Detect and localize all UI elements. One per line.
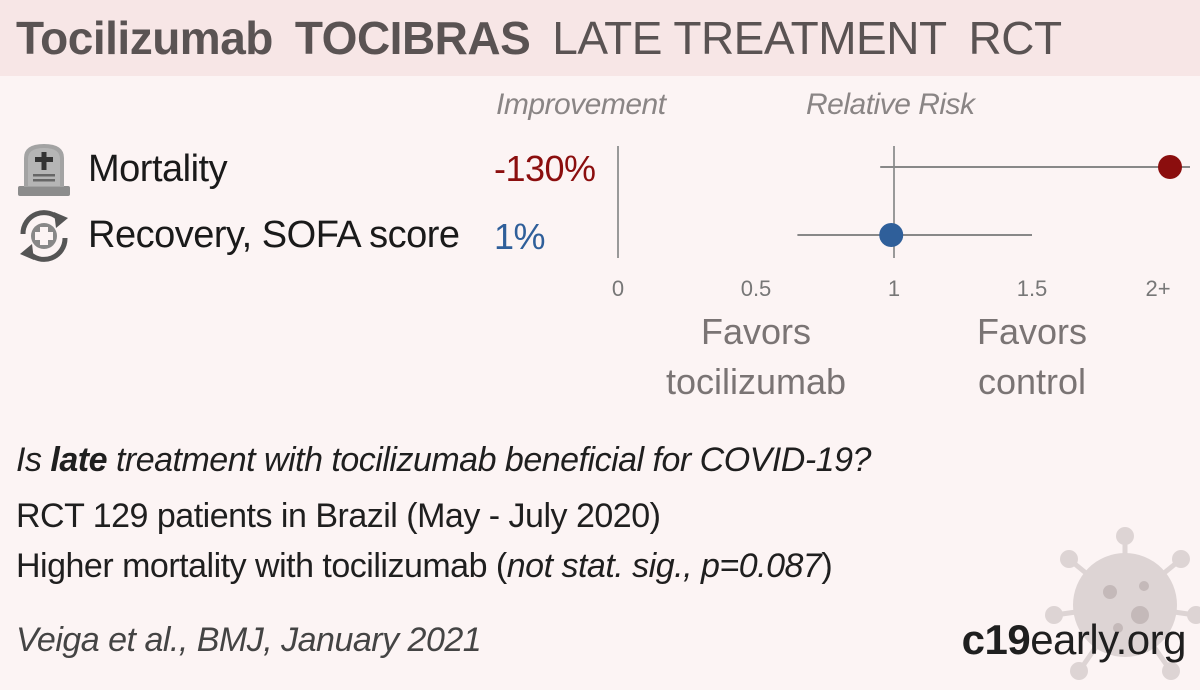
x-tick-label: 0.5 bbox=[741, 276, 772, 301]
summary-result-pre: Higher mortality with tocilizumab ( bbox=[16, 547, 507, 585]
summary-result: Higher mortality with tocilizumab (not s… bbox=[16, 544, 833, 588]
outcome-label-mortality: Mortality bbox=[88, 148, 228, 190]
drug-name: Tocilizumab bbox=[16, 12, 273, 64]
favors-control-label: Favors control bbox=[977, 311, 1087, 402]
x-tick-label: 1.5 bbox=[1017, 276, 1048, 301]
summary-question-post: treatment with tocilizumab beneficial fo… bbox=[107, 441, 871, 479]
recovery-icon bbox=[20, 210, 68, 262]
point-estimate bbox=[1158, 155, 1182, 179]
outcome-label-recovery: Recovery, SOFA score bbox=[88, 214, 460, 256]
virus-watermark-icon bbox=[1045, 527, 1200, 680]
x-tick-label: 0 bbox=[612, 276, 624, 301]
summary-question: Is late treatment with tocilizumab benef… bbox=[16, 438, 871, 482]
point-estimate bbox=[879, 223, 904, 247]
brand-bold: c19 bbox=[961, 616, 1031, 663]
brand-logo[interactable]: c19early.org bbox=[961, 614, 1187, 666]
summary-question-pre: Is bbox=[16, 441, 51, 479]
summary-question-bold: late bbox=[50, 441, 107, 479]
tombstone-icon bbox=[18, 144, 70, 196]
summary-result-italic: not stat. sig., p=0.087 bbox=[506, 547, 822, 585]
treatment-stage: LATE TREATMENT bbox=[552, 12, 947, 64]
forest-plot: 0 0.5 1 1.5 2+ Favors tocilizumab Favors control bbox=[612, 146, 1190, 402]
x-tick-label: 2+ bbox=[1145, 276, 1170, 301]
trial-design: RCT bbox=[968, 12, 1063, 64]
improvement-mortality: -130% bbox=[494, 148, 596, 189]
favors-treatment-label: Favors tocilizumab bbox=[666, 311, 846, 402]
relative-risk-column-header: Relative Risk bbox=[806, 88, 975, 121]
improvement-recovery: 1% bbox=[494, 216, 546, 257]
title-bar bbox=[0, 0, 1200, 76]
citation: Veiga et al., BMJ, January 2021 bbox=[16, 621, 482, 659]
x-tick-label: 1 bbox=[888, 276, 900, 301]
summary-result-post: ) bbox=[821, 547, 833, 585]
brand-rest: early.org bbox=[1030, 616, 1186, 663]
summary-study: RCT 129 patients in Brazil (May - July 2… bbox=[16, 497, 661, 535]
trial-name: TOCIBRAS bbox=[294, 12, 531, 64]
improvement-column-header: Improvement bbox=[496, 88, 666, 121]
page-title: Tocilizumab TOCIBRAS LATE TREATMENT RCT bbox=[16, 10, 1062, 66]
